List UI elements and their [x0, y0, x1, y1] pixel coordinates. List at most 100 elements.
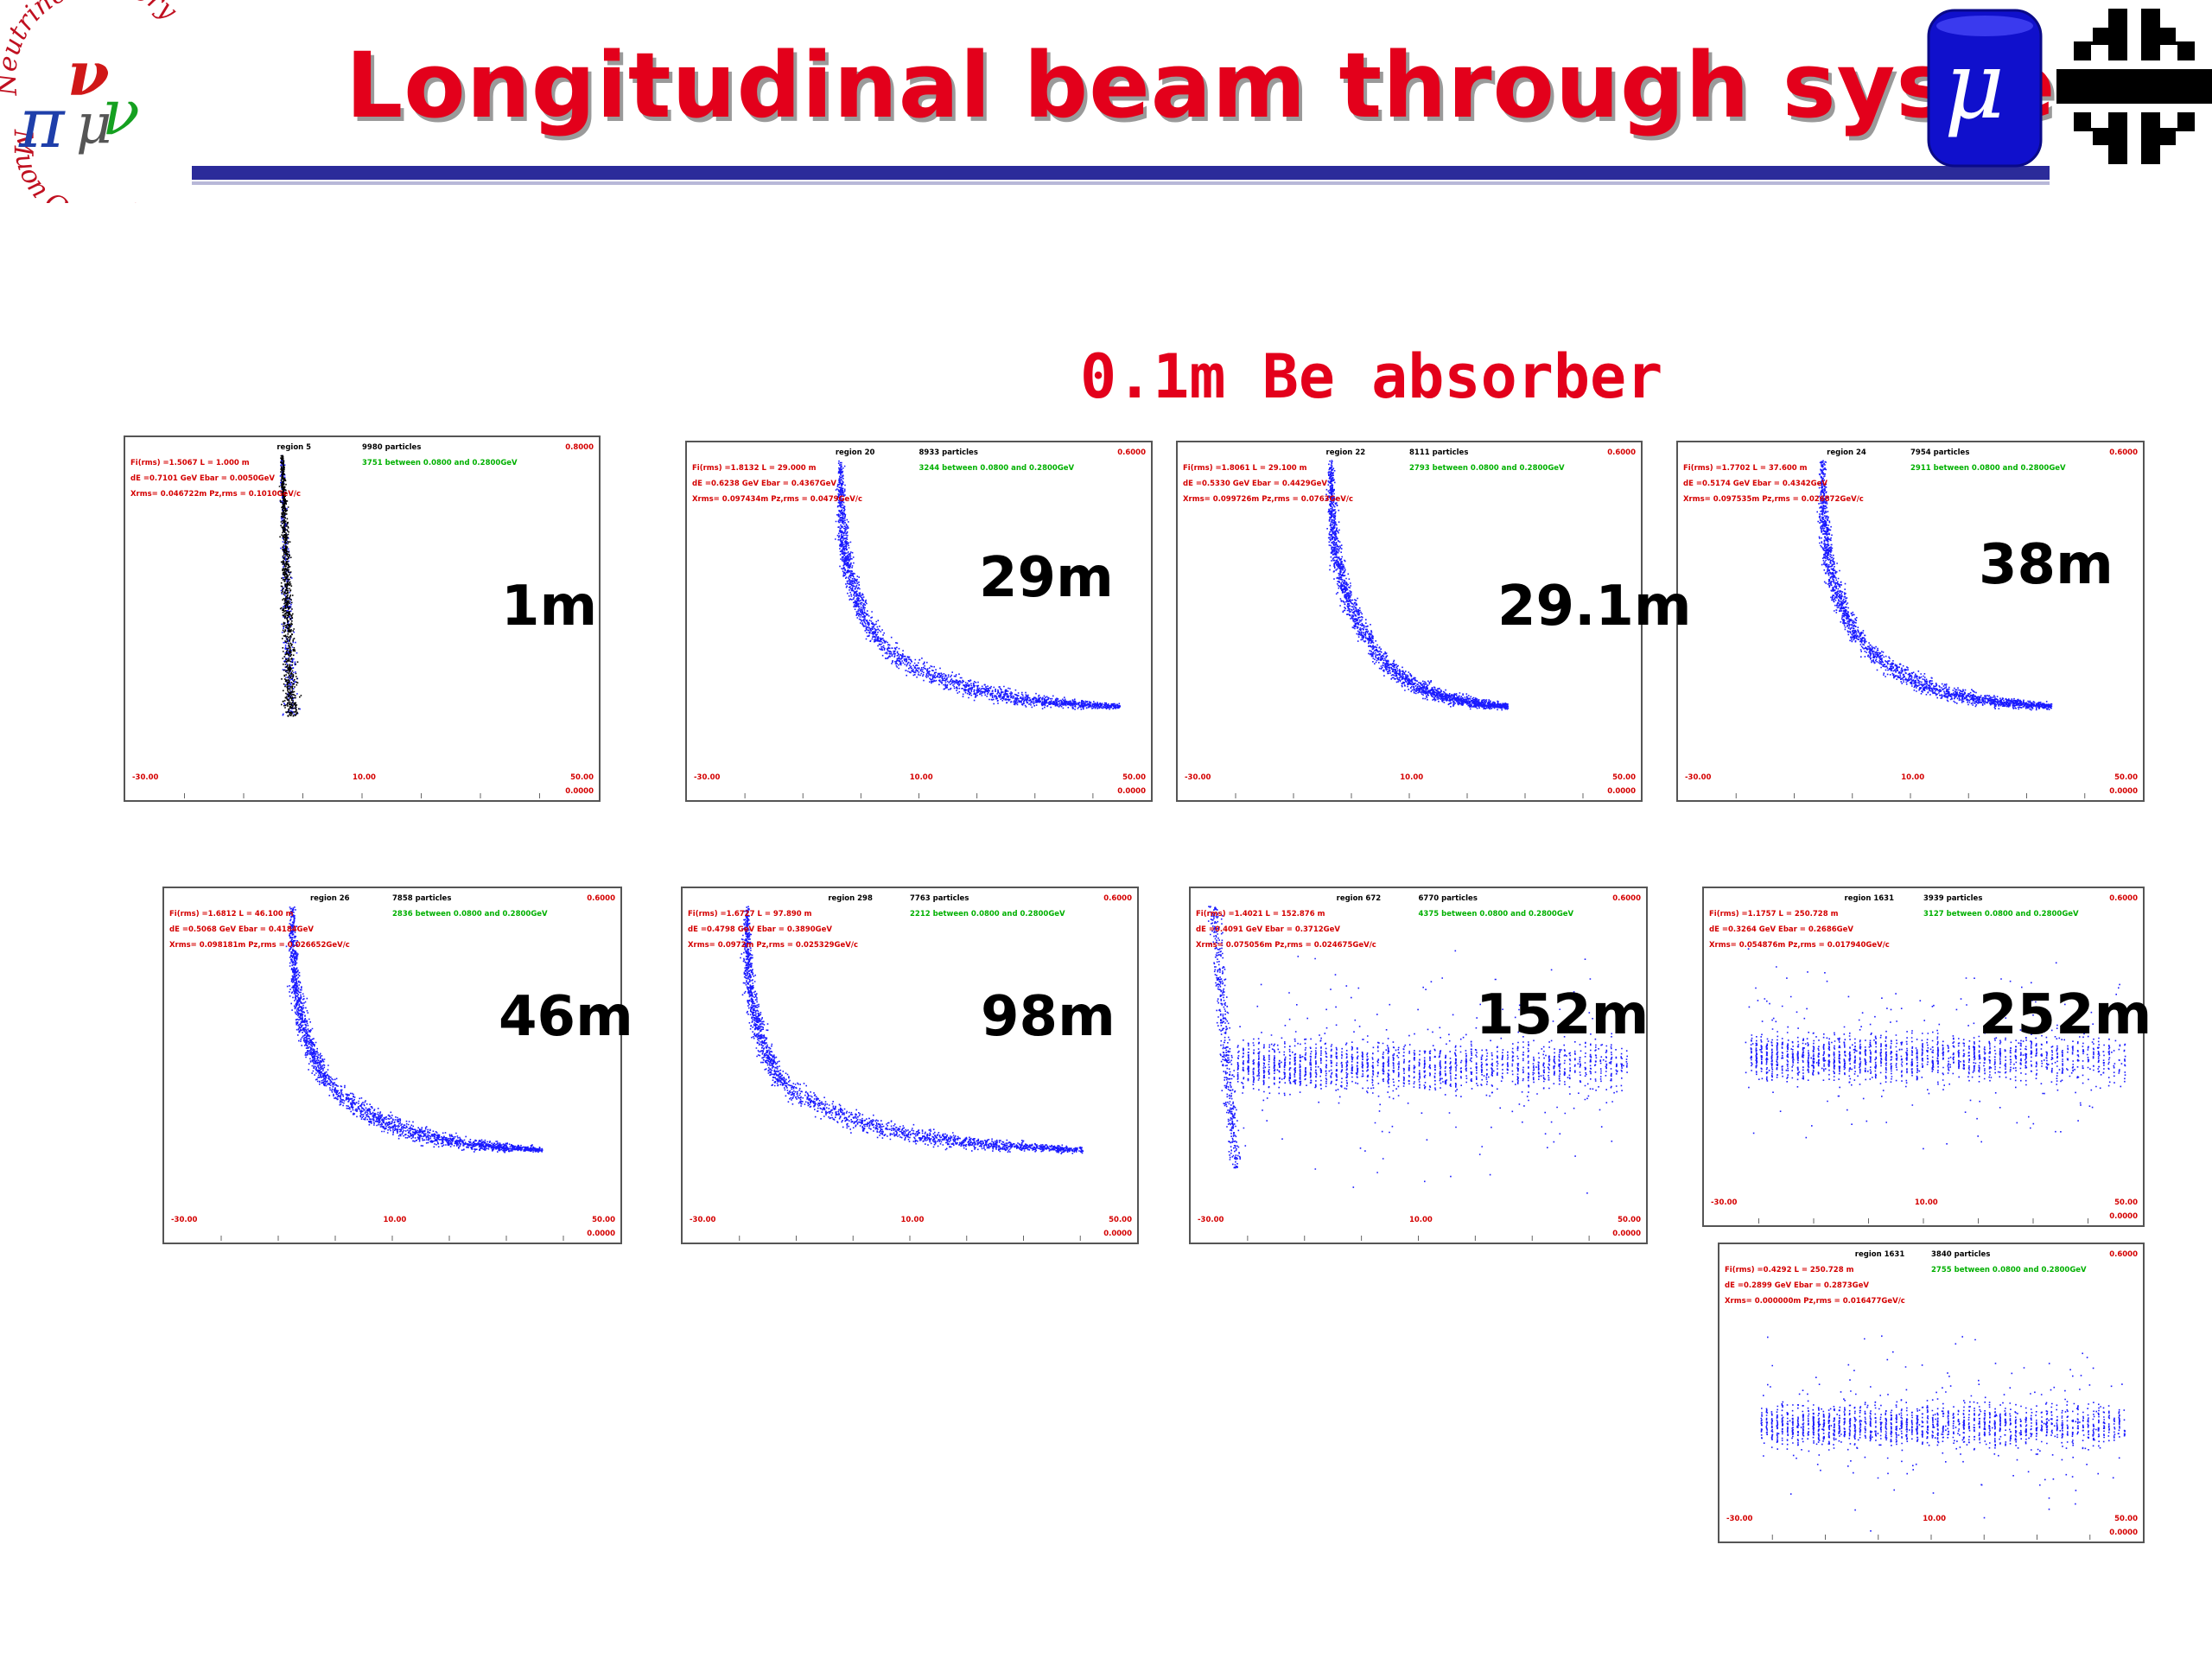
- stat-fi-rms: Fi(rms) =1.6727 L = 97.890 m: [688, 910, 812, 918]
- stat-fi-rms: Fi(rms) =1.8061 L = 29.100 m: [1183, 464, 1307, 473]
- region-label: region 1631: [1854, 1250, 1905, 1259]
- particle-count: 8933 particles: [918, 448, 978, 457]
- stat-de: dE =0.2899 GeV Ebar = 0.2873GeV: [1725, 1281, 1869, 1290]
- scatter-points: [744, 460, 1122, 798]
- particle-count: 7858 particles: [392, 894, 452, 903]
- particle-count: 3939 particles: [1923, 894, 1983, 903]
- x-axis-mid: 10.00: [1400, 773, 1424, 782]
- stat-xrms: Xrms= 0.0972m Pz,rms = 0.025329GeV/c: [688, 941, 859, 950]
- stat-xrms: Xrms= 0.097535m Pz,rms = 0.026872GeV/c: [1683, 495, 1864, 504]
- scatter-points: [1735, 460, 2086, 798]
- mu-logo: μ: [1925, 7, 2044, 169]
- distance-label: 252m: [1979, 983, 2152, 1047]
- region-label: region 672: [1336, 894, 1382, 903]
- energy-window-count: 2793 between 0.0800 and 0.2800GeV: [1409, 464, 1565, 473]
- scatter-points: [1235, 460, 1584, 798]
- y-axis-max: 0.6000: [2109, 894, 2138, 903]
- distance-label: 29m: [979, 546, 1114, 610]
- x-axis-max: 50.00: [1612, 773, 1636, 782]
- x-axis-mid: 10.00: [909, 773, 933, 782]
- energy-window-count: 2755 between 0.0800 and 0.2800GeV: [1931, 1266, 2087, 1274]
- page-title: Longitudinal beam through system: [346, 33, 2151, 138]
- y-axis-max: 0.6000: [2109, 448, 2138, 457]
- x-axis-mid: 10.00: [1923, 1515, 1947, 1523]
- neutrino-factory-logo: Neutrino Factory Muon Collider ν π μ ν: [0, 0, 183, 203]
- phase-space-plot-9: Fi(rms) =0.4292 L = 250.728 m dE =0.2899 …: [1718, 1243, 2145, 1543]
- x-axis-max: 50.00: [1122, 773, 1146, 782]
- title-underline: [192, 166, 2050, 180]
- distance-label: 46m: [499, 985, 633, 1049]
- stat-de: dE =0.5174 GeV Ebar = 0.4342GeV: [1683, 480, 1827, 488]
- black-points: [278, 454, 302, 717]
- stat-xrms: Xrms= 0.099726m Pz,rms = 0.0763GeV/c: [1183, 495, 1354, 504]
- y-axis-max: 0.6000: [1117, 448, 1146, 457]
- y-axis-max: 0.6000: [1103, 894, 1132, 903]
- blue-points: [1760, 1335, 2126, 1532]
- x-axis-min: -30.00: [1198, 1216, 1224, 1224]
- x-axis-min: -30.00: [1711, 1198, 1738, 1207]
- region-label: region 26: [309, 894, 350, 903]
- y-axis-min: 0.0000: [2109, 1212, 2138, 1221]
- stat-fi-rms: Fi(rms) =1.4021 L = 152.876 m: [1196, 910, 1325, 918]
- y-axis-max: 0.6000: [1612, 894, 1641, 903]
- absorber-subtitle: 0.1m Be absorber: [1080, 341, 1663, 412]
- scatter-points: [1760, 1335, 2126, 1540]
- x-axis-min: -30.00: [1726, 1515, 1753, 1523]
- svg-text:π: π: [18, 83, 66, 163]
- stat-xrms: Xrms= 0.098181m Pz,rms = 0.026652GeV/c: [169, 941, 350, 950]
- x-axis-mid: 10.00: [1914, 1198, 1938, 1207]
- particle-count: 3840 particles: [1931, 1250, 1991, 1259]
- phase-space-plot-7: Fi(rms) =1.4021 L = 152.876 m dE =0.4091 …: [1189, 887, 1648, 1244]
- region-label: region 5: [276, 443, 312, 452]
- x-axis-max: 50.00: [570, 773, 594, 782]
- phase-space-plot-1: Fi(rms) =1.5067 L = 1.000 m dE =0.7101 Ge…: [124, 435, 601, 802]
- stat-fi-rms: Fi(rms) =1.6812 L = 46.100 m: [169, 910, 294, 918]
- y-axis-min: 0.0000: [1103, 1230, 1132, 1238]
- distance-label: 98m: [981, 985, 1116, 1049]
- y-axis-max: 0.6000: [2109, 1250, 2138, 1259]
- y-axis-max: 0.8000: [565, 443, 594, 452]
- energy-window-count: 2911 between 0.0800 and 0.2800GeV: [1910, 464, 2066, 473]
- region-label: region 24: [1827, 448, 1866, 457]
- stat-de: dE =0.4798 GeV Ebar = 0.3890GeV: [688, 925, 832, 934]
- mu-glyph: μ: [1944, 32, 2005, 140]
- y-axis-max: 0.6000: [587, 894, 615, 903]
- distance-label: 38m: [1979, 533, 2113, 597]
- y-axis-min: 0.0000: [565, 787, 594, 796]
- energy-window-count: 4375 between 0.0800 and 0.2800GeV: [1418, 910, 1574, 918]
- stat-de: dE =0.7101 GeV Ebar = 0.0050GeV: [130, 474, 275, 483]
- x-axis-mid: 10.00: [383, 1216, 407, 1224]
- phase-space-plot-5: Fi(rms) =1.6812 L = 46.100 m dE =0.5068 G…: [162, 887, 622, 1244]
- stat-fi-rms: Fi(rms) =1.7702 L = 37.600 m: [1683, 464, 1808, 473]
- scatter-points: [739, 906, 1084, 1241]
- distance-label: 152m: [1476, 983, 1649, 1047]
- stat-fi-rms: Fi(rms) =1.5067 L = 1.000 m: [130, 459, 250, 467]
- y-axis-min: 0.0000: [2109, 1529, 2138, 1537]
- stat-de: dE =0.3264 GeV Ebar = 0.2686GeV: [1709, 925, 1853, 934]
- x-axis-max: 50.00: [2114, 1515, 2138, 1523]
- phase-space-plot-4: Fi(rms) =1.7702 L = 37.600 m dE =0.5174 G…: [1676, 441, 2145, 802]
- x-axis-max: 50.00: [1618, 1216, 1641, 1224]
- stat-fi-rms: Fi(rms) =0.4292 L = 250.728 m: [1725, 1266, 1854, 1274]
- stat-de: dE =0.5330 GeV Ebar = 0.4429GeV: [1183, 480, 1327, 488]
- particle-count: 7954 particles: [1910, 448, 1970, 457]
- distance-label: 29.1m: [1497, 575, 1692, 639]
- particle-count: 9980 particles: [362, 443, 422, 452]
- blue-points: [1745, 948, 2126, 1150]
- stat-fi-rms: Fi(rms) =1.8132 L = 29.000 m: [692, 464, 817, 473]
- x-axis-max: 50.00: [592, 1216, 615, 1224]
- svg-text:μ: μ: [76, 92, 112, 156]
- region-label: region 22: [1325, 448, 1366, 457]
- svg-text:ν: ν: [67, 38, 110, 110]
- phase-space-plot-2: Fi(rms) =1.8132 L = 29.000 m dE =0.6238 G…: [685, 441, 1153, 802]
- scatter-points: [1207, 906, 1628, 1241]
- scatter-points: [184, 454, 540, 798]
- x-axis-mid: 10.00: [353, 773, 376, 782]
- stat-xrms: Xrms= 0.000000m Pz,rms = 0.016477GeV/c: [1725, 1297, 1905, 1306]
- phase-space-plot-8: Fi(rms) =1.1757 L = 250.728 m dE =0.3264 …: [1702, 887, 2145, 1227]
- region-label: region 20: [835, 448, 875, 457]
- x-axis-max: 50.00: [2114, 773, 2138, 782]
- stat-xrms: Xrms= 0.075056m Pz,rms = 0.024675GeV/c: [1196, 941, 1376, 950]
- stat-xrms: Xrms= 0.097434m Pz,rms = 0.0479GeV/c: [692, 495, 863, 504]
- x-axis-mid: 10.00: [1408, 1216, 1433, 1224]
